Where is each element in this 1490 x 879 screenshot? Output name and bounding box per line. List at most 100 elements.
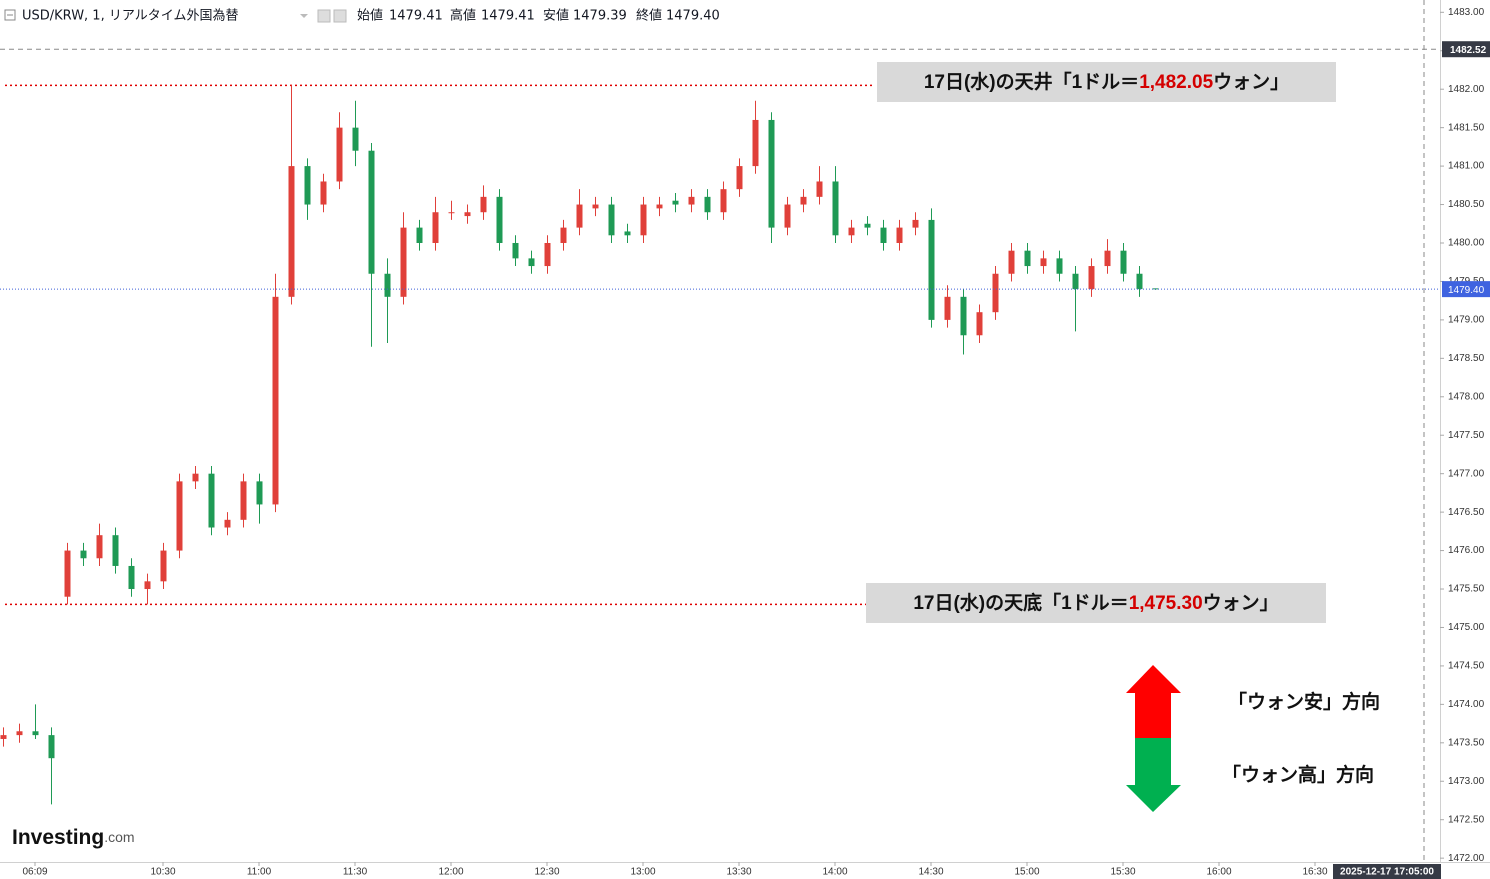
ohlc-label: 安値 (543, 8, 569, 24)
x-tick-label: 16:30 (1302, 867, 1327, 878)
candle-body (48, 735, 55, 759)
candle-body (880, 227, 887, 243)
annotation-prefix: 17日(水)の天井「1ドル＝ (924, 70, 1139, 93)
ohlc-value: 1479.39 (573, 9, 627, 24)
candle-body (1040, 258, 1047, 267)
candle-body (16, 731, 23, 736)
down-arrow (1126, 738, 1181, 812)
legend-up: 「ウォン安」方向 (1228, 690, 1380, 713)
dropdown-icon[interactable] (300, 14, 308, 18)
candle-body (832, 181, 839, 236)
legend-arrows: 「ウォン安」方向 「ウォン高」方向 (1126, 665, 1380, 812)
logo-suffix: .com (104, 829, 134, 845)
y-tick-label: 1479.00 (1448, 315, 1485, 326)
candle-body (624, 231, 631, 236)
annotation-prefix: 17日(水)の天底「1ドル＝ (913, 591, 1128, 614)
candle-body (912, 219, 919, 228)
settings-icon[interactable] (333, 9, 347, 23)
y-tick-label: 1472.00 (1448, 853, 1485, 864)
candle-body (816, 181, 823, 197)
y-tick-label: 1483.00 (1448, 7, 1485, 18)
x-tick-label: 11:00 (247, 867, 272, 878)
symbol: USD/KRW, 1, リアルタイム外国為替 (22, 8, 238, 24)
candle-body (976, 312, 983, 336)
candle-body (688, 196, 695, 205)
x-tick-label: 16:00 (1206, 867, 1231, 878)
candle-body (80, 550, 87, 559)
candle-body (896, 227, 903, 243)
legend-down: 「ウォン高」方向 (1222, 763, 1374, 786)
current-price-label: 1479.40 (1448, 285, 1485, 296)
y-tick-label: 1481.50 (1448, 122, 1485, 133)
ohlc-value: 1479.41 (481, 9, 535, 24)
x-tick-label: 12:30 (534, 867, 559, 878)
candle-body (928, 219, 935, 320)
candle-body (464, 212, 471, 217)
y-tick-label: 1474.00 (1448, 699, 1485, 710)
y-tick-label: 1478.00 (1448, 391, 1485, 402)
ohlc-label: 始値 (357, 8, 383, 24)
logo: Investing.com (12, 826, 135, 849)
candle-body (720, 189, 727, 213)
crosshair-price-label: 1482.52 (1450, 45, 1487, 56)
ohlc-value: 1479.40 (666, 9, 720, 24)
candle-body (512, 242, 519, 259)
candle-body (672, 200, 679, 205)
candle-body (480, 196, 487, 213)
eye-icon[interactable] (317, 9, 331, 23)
candle-body (336, 127, 343, 182)
candle-body (1008, 250, 1015, 274)
annotation-suffix: ウォン」 (1203, 592, 1279, 614)
candle-body (800, 196, 807, 205)
ohlc-label: 終値 (636, 8, 662, 24)
candle-body (544, 242, 551, 267)
candle-body (128, 565, 135, 590)
candle-body (608, 204, 615, 236)
candle-body (528, 258, 535, 267)
candle-body (1024, 250, 1031, 267)
collapse-icon[interactable] (4, 9, 16, 21)
candle-body (448, 212, 455, 214)
candle-body (0, 735, 7, 739)
candle-body (752, 119, 759, 167)
x-tick-label: 15:00 (1014, 867, 1039, 878)
x-tick-label: 14:00 (822, 867, 847, 878)
x-tick-label: 11:30 (343, 867, 368, 878)
annotation-text: 17日(水)の天井「1ドル＝1,482.05ウォン」 (924, 70, 1289, 93)
y-tick-label: 1476.00 (1448, 545, 1485, 556)
candle-body (384, 273, 391, 297)
x-tick-label: 06:09 (22, 867, 47, 878)
y-tick-label: 1477.50 (1448, 430, 1485, 441)
candle-body (1056, 258, 1063, 274)
candle-body (112, 535, 119, 566)
x-tick-label: 14:30 (918, 867, 943, 878)
y-tick-label: 1480.00 (1448, 238, 1485, 249)
candle-body (768, 119, 775, 228)
annotation-box (877, 62, 1336, 102)
ohlc-label: 高値 (450, 8, 476, 24)
candle-body (560, 227, 567, 243)
candle-body (960, 296, 967, 336)
candle-body (272, 296, 279, 505)
annotation-box (866, 583, 1326, 623)
candle-body (992, 273, 999, 313)
candle-body (1120, 250, 1127, 274)
y-tick-label: 1473.50 (1448, 737, 1485, 748)
x-tick-label: 13:30 (726, 867, 751, 878)
annotation-value: 1,482.05 (1139, 72, 1213, 93)
candle-body (176, 481, 183, 551)
header: USD/KRW, 1, リアルタイム外国為替 始値 1479.41 高値 147… (4, 8, 720, 24)
candle-body (288, 166, 295, 297)
y-tick-label: 1482.00 (1448, 84, 1485, 95)
y-tick-label: 1476.50 (1448, 507, 1485, 518)
candle-body (864, 223, 871, 228)
candle-body (96, 535, 103, 559)
candle-body (32, 731, 39, 736)
y-tick-label: 1477.00 (1448, 468, 1485, 479)
candle-body (944, 296, 951, 320)
x-tick-label: 10:30 (150, 867, 175, 878)
candle-body (784, 204, 791, 228)
annotation-text: 17日(水)の天底「1ドル＝1,475.30ウォン」 (913, 591, 1278, 614)
candle-body (224, 519, 231, 528)
